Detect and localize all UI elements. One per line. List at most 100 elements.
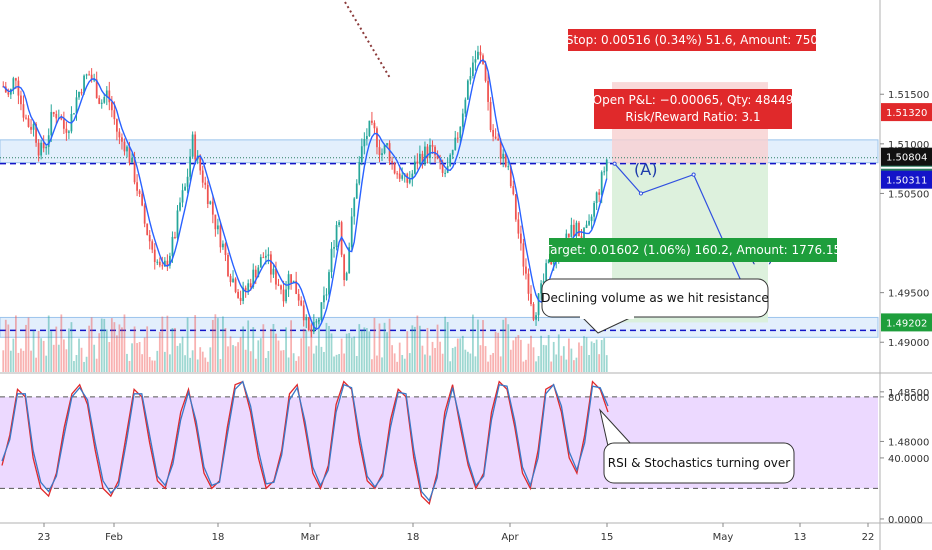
- candle[interactable]: [520, 225, 522, 251]
- candle[interactable]: [537, 293, 540, 322]
- candle[interactable]: [209, 200, 212, 205]
- candle[interactable]: [93, 73, 96, 83]
- candle[interactable]: [605, 158, 608, 180]
- candle[interactable]: [466, 79, 469, 100]
- candle[interactable]: [227, 252, 229, 278]
- candle[interactable]: [487, 72, 489, 111]
- candle[interactable]: [65, 121, 68, 141]
- candle[interactable]: [338, 219, 340, 228]
- candle[interactable]: [247, 279, 250, 295]
- candle[interactable]: [118, 128, 121, 145]
- candle[interactable]: [378, 139, 381, 163]
- candle[interactable]: [512, 180, 515, 196]
- candle[interactable]: [174, 231, 176, 240]
- candle[interactable]: [590, 214, 593, 229]
- candle[interactable]: [598, 189, 601, 202]
- candle[interactable]: [381, 148, 383, 162]
- candle[interactable]: [143, 203, 146, 228]
- candle[interactable]: [290, 274, 292, 290]
- candle[interactable]: [229, 273, 232, 287]
- candle[interactable]: [121, 133, 123, 150]
- candle[interactable]: [492, 124, 494, 142]
- target-box[interactable]: Target: 0.01602 (1.06%) 160.2, Amount: 1…: [544, 238, 841, 262]
- candle[interactable]: [305, 314, 308, 329]
- candle[interactable]: [90, 68, 93, 83]
- candle[interactable]: [239, 290, 242, 306]
- candle[interactable]: [416, 153, 419, 170]
- candle[interactable]: [474, 50, 477, 71]
- candle[interactable]: [123, 138, 126, 156]
- candle[interactable]: [126, 145, 128, 158]
- candle[interactable]: [262, 252, 265, 259]
- candle[interactable]: [413, 155, 416, 175]
- candle[interactable]: [222, 240, 224, 250]
- candle[interactable]: [578, 220, 580, 237]
- candle[interactable]: [593, 200, 595, 224]
- candle[interactable]: [449, 153, 452, 168]
- candle[interactable]: [191, 131, 194, 159]
- candle[interactable]: [388, 140, 391, 166]
- candle[interactable]: [297, 288, 300, 306]
- candle[interactable]: [320, 302, 323, 323]
- candle[interactable]: [20, 90, 22, 111]
- candle[interactable]: [348, 242, 351, 274]
- candle[interactable]: [517, 212, 520, 239]
- candle[interactable]: [502, 149, 505, 168]
- candle[interactable]: [456, 132, 459, 143]
- candle[interactable]: [100, 99, 103, 109]
- candle[interactable]: [138, 189, 141, 197]
- candle[interactable]: [12, 76, 15, 95]
- candle[interactable]: [419, 145, 421, 166]
- candle[interactable]: [525, 258, 527, 280]
- candle[interactable]: [307, 316, 310, 332]
- candle[interactable]: [62, 111, 65, 134]
- candle[interactable]: [464, 97, 467, 117]
- candle[interactable]: [199, 154, 202, 175]
- candle[interactable]: [360, 138, 363, 166]
- candle[interactable]: [166, 254, 169, 271]
- candle[interactable]: [158, 257, 161, 268]
- candle[interactable]: [55, 110, 58, 125]
- candle[interactable]: [136, 174, 138, 197]
- candle[interactable]: [30, 119, 32, 134]
- candle[interactable]: [211, 195, 214, 224]
- candle[interactable]: [371, 111, 373, 126]
- candle[interactable]: [70, 106, 73, 134]
- candle[interactable]: [595, 191, 598, 210]
- candle[interactable]: [424, 141, 426, 167]
- candle[interactable]: [535, 312, 537, 326]
- candle[interactable]: [358, 156, 361, 186]
- candle[interactable]: [302, 300, 305, 327]
- candle[interactable]: [585, 220, 588, 229]
- candle[interactable]: [184, 183, 186, 191]
- candle[interactable]: [325, 288, 328, 301]
- candle[interactable]: [95, 71, 98, 99]
- candle[interactable]: [330, 242, 333, 279]
- candle[interactable]: [110, 95, 113, 118]
- candle[interactable]: [444, 169, 447, 178]
- candle[interactable]: [350, 207, 353, 251]
- candle[interactable]: [603, 166, 606, 176]
- candle[interactable]: [17, 76, 20, 105]
- candle[interactable]: [514, 194, 517, 222]
- candle[interactable]: [277, 278, 280, 287]
- candle[interactable]: [146, 223, 149, 236]
- candle[interactable]: [540, 280, 542, 300]
- candle[interactable]: [181, 183, 184, 208]
- candles[interactable]: [2, 45, 608, 338]
- candle[interactable]: [335, 221, 338, 251]
- candle[interactable]: [73, 112, 75, 115]
- candle[interactable]: [504, 153, 507, 168]
- candle[interactable]: [176, 205, 179, 241]
- candle[interactable]: [431, 140, 434, 154]
- candle[interactable]: [201, 165, 204, 188]
- candle[interactable]: [401, 167, 404, 181]
- candle[interactable]: [454, 130, 457, 151]
- candle[interactable]: [272, 265, 275, 278]
- candle[interactable]: [80, 88, 83, 96]
- candle[interactable]: [315, 318, 318, 330]
- candle[interactable]: [522, 238, 525, 276]
- candle[interactable]: [287, 270, 290, 297]
- candle[interactable]: [45, 144, 48, 155]
